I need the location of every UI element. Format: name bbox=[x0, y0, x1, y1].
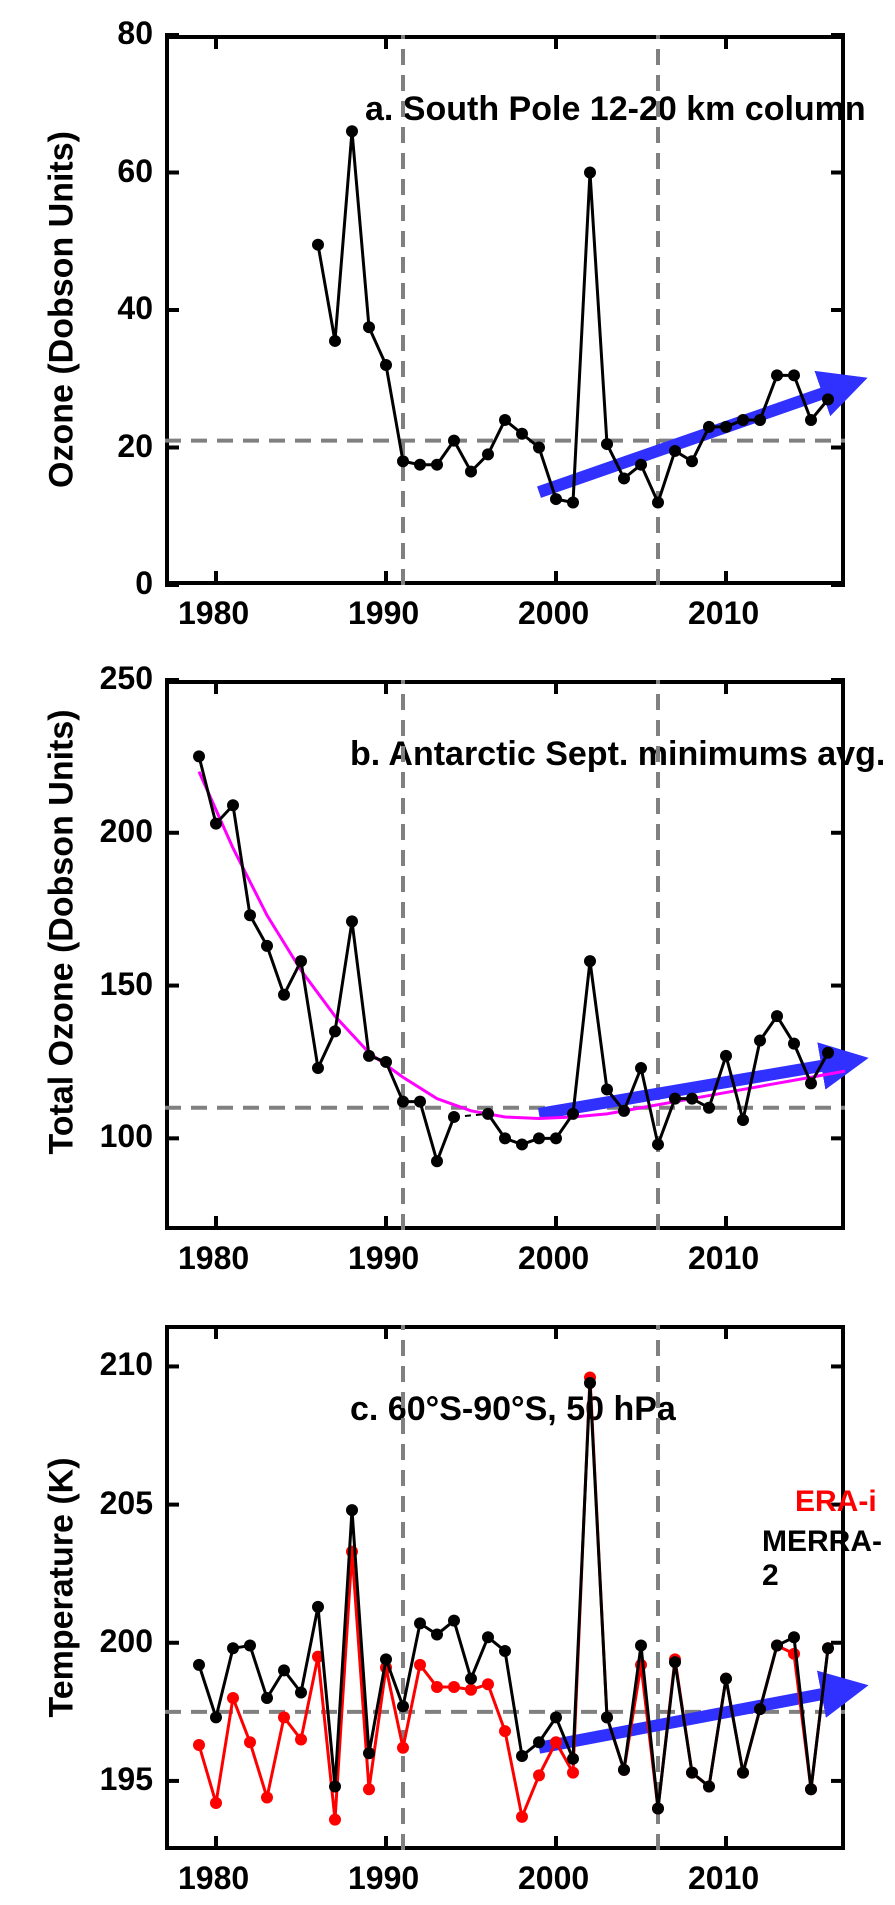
xtick-label: 2000 bbox=[518, 1860, 589, 1897]
ytick-label: 205 bbox=[100, 1485, 153, 1522]
ytick-label: 250 bbox=[100, 660, 153, 697]
xtick-label: 1980 bbox=[178, 1860, 249, 1897]
svg-overlay bbox=[0, 0, 895, 1905]
ytick-label: 210 bbox=[100, 1346, 153, 1383]
xtick-label: 2010 bbox=[688, 595, 759, 632]
ytick-label: 80 bbox=[117, 15, 153, 52]
ytick-label: 20 bbox=[117, 428, 153, 465]
ytick-label: 195 bbox=[100, 1761, 153, 1798]
xtick-label: 2010 bbox=[688, 1860, 759, 1897]
xtick-label: 1990 bbox=[348, 1240, 419, 1277]
xtick-label: 1980 bbox=[178, 595, 249, 632]
ytick-label: 200 bbox=[100, 1623, 153, 1660]
ytick-label: 200 bbox=[100, 813, 153, 850]
xtick-label: 2010 bbox=[688, 1240, 759, 1277]
ytick-label: 40 bbox=[117, 290, 153, 327]
xtick-label: 2000 bbox=[518, 1240, 589, 1277]
legend-item: MERRA-2 bbox=[762, 1525, 895, 1593]
ytick-label: 100 bbox=[100, 1118, 153, 1155]
xtick-label: 1990 bbox=[348, 1860, 419, 1897]
figure-container: Ozone (Dobson Units) a. South Pole 12-20… bbox=[0, 0, 895, 1905]
ytick-label: 150 bbox=[100, 966, 153, 1003]
ytick-label: 0 bbox=[135, 565, 153, 602]
xtick-label: 1980 bbox=[178, 1240, 249, 1277]
xtick-label: 1990 bbox=[348, 595, 419, 632]
ytick-label: 60 bbox=[117, 153, 153, 190]
xtick-label: 2000 bbox=[518, 595, 589, 632]
legend-item: ERA-i bbox=[795, 1485, 877, 1519]
